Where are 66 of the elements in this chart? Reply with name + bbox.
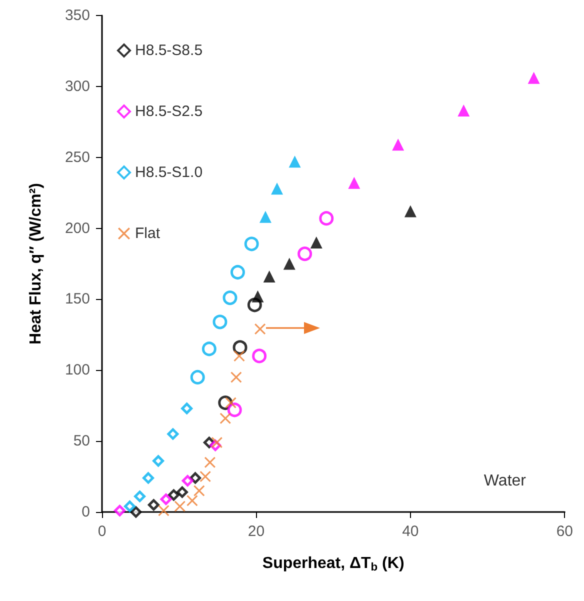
- x-tick-label: 20: [248, 523, 265, 540]
- point: [204, 456, 216, 468]
- point: [130, 506, 142, 518]
- point: [142, 472, 154, 484]
- legend-label: H8.5-S1.0: [135, 164, 203, 181]
- point: [458, 104, 470, 117]
- point: [319, 211, 334, 226]
- point: [160, 493, 172, 505]
- point: [176, 486, 188, 498]
- point: [392, 138, 404, 151]
- point: [259, 210, 272, 223]
- y-tick-label: 250: [64, 148, 90, 166]
- x-tick-label: 40: [402, 523, 419, 540]
- legend-label: H8.5-S8.5: [135, 42, 203, 59]
- point: [202, 342, 216, 356]
- x-tick-label: 60: [556, 523, 573, 540]
- point: [252, 290, 264, 302]
- point: [167, 428, 179, 440]
- point: [348, 176, 360, 189]
- point: [212, 314, 228, 330]
- y-tick-label: 300: [64, 78, 90, 95]
- point: [168, 489, 180, 501]
- point: [152, 455, 164, 467]
- point: [252, 348, 267, 364]
- point: [134, 490, 146, 502]
- y-axis-title: Heat Flux, q″ (W/cm²): [28, 183, 44, 344]
- y-tick-label: 350: [64, 7, 90, 24]
- y-tick-label: 0: [82, 504, 90, 520]
- point: [190, 472, 202, 484]
- point: [148, 499, 160, 511]
- point: [263, 270, 276, 283]
- point: [234, 350, 245, 362]
- point: [244, 236, 259, 252]
- point: [230, 265, 245, 280]
- point: [200, 471, 211, 482]
- point: [298, 246, 312, 262]
- point: [124, 500, 136, 512]
- point: [232, 340, 248, 355]
- y-tick-label: 50: [73, 432, 90, 450]
- point: [182, 475, 194, 487]
- y-tick-label: 150: [64, 290, 90, 308]
- point: [222, 290, 238, 306]
- point: [181, 402, 193, 414]
- point: [230, 372, 242, 383]
- point: [404, 205, 416, 218]
- point: [186, 495, 198, 506]
- y-tick-label: 100: [64, 362, 90, 379]
- point: [528, 72, 540, 84]
- point: [174, 500, 186, 512]
- point: [227, 402, 242, 418]
- legend-label: H8.5-S2.5: [135, 103, 203, 120]
- annotation: Water: [484, 472, 527, 490]
- point: [220, 412, 231, 424]
- point: [114, 504, 126, 516]
- point: [283, 258, 296, 270]
- point: [288, 156, 301, 168]
- point: [194, 485, 205, 496]
- point: [271, 182, 284, 195]
- point: [310, 236, 322, 248]
- point: [190, 370, 205, 384]
- x-tick-label: 0: [98, 523, 106, 540]
- y-tick-label: 200: [64, 220, 90, 237]
- point: [158, 505, 170, 516]
- point: [254, 324, 266, 335]
- legend-label: Flat: [135, 225, 161, 242]
- point: [211, 436, 222, 448]
